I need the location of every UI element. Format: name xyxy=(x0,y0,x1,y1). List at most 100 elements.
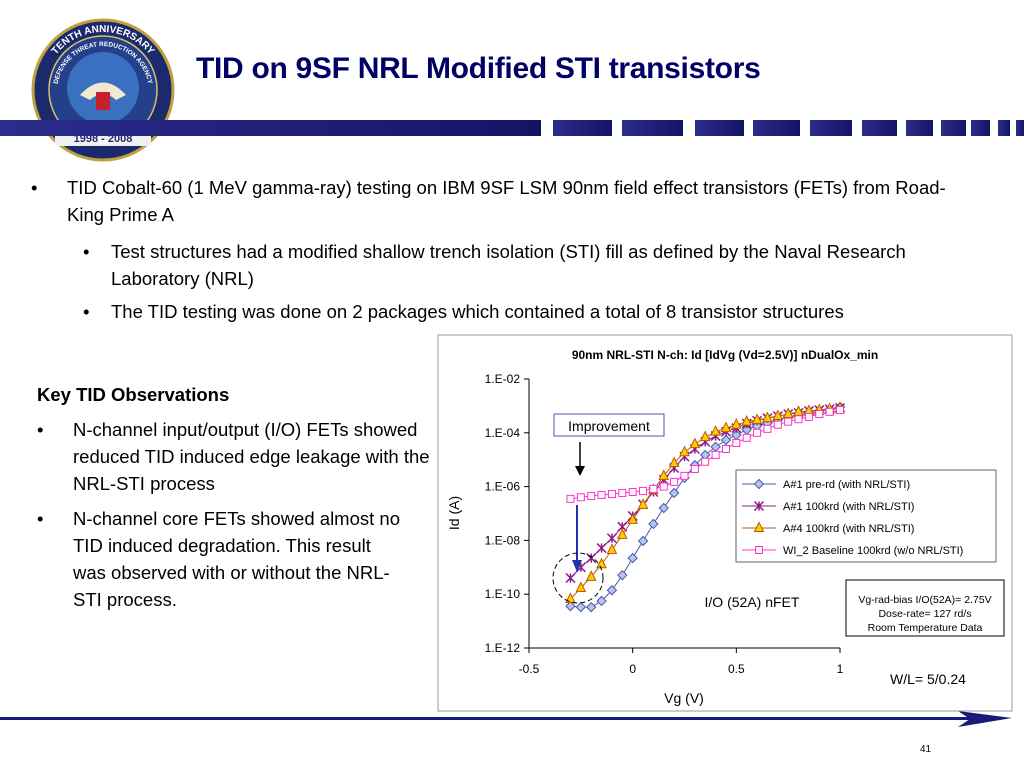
marker xyxy=(711,450,720,459)
marker xyxy=(784,417,793,426)
marker xyxy=(587,491,596,500)
legend-label: WI_2 Baseline 100krd (w/o NRL/STI) xyxy=(783,545,963,557)
marker xyxy=(627,513,638,524)
marker xyxy=(782,407,794,418)
x-tick-label: 0.5 xyxy=(728,662,745,676)
footer-rule xyxy=(0,711,1012,727)
observation: N-channel input/output (I/O) FETs showed… xyxy=(37,416,433,497)
legend-marker xyxy=(753,521,765,532)
marker xyxy=(699,430,711,442)
marker xyxy=(606,585,618,596)
marker xyxy=(753,428,762,437)
marker xyxy=(618,488,627,497)
marker xyxy=(701,457,710,466)
highlight-circle xyxy=(552,552,604,604)
marker xyxy=(639,486,648,495)
marker xyxy=(804,412,813,421)
marker xyxy=(670,477,679,486)
marker xyxy=(772,409,784,421)
y-tick-label: 1.E-08 xyxy=(485,533,521,547)
marker xyxy=(596,557,607,569)
y-tick-label: 1.E-04 xyxy=(485,426,521,440)
marker xyxy=(658,469,670,480)
observations-heading: Key TID Observations xyxy=(37,384,230,405)
marker xyxy=(721,444,730,453)
legend-label: A#1 pre-rd (with NRL/STI) xyxy=(783,479,910,491)
marker xyxy=(732,438,741,447)
marker xyxy=(627,552,638,564)
marker xyxy=(690,465,699,474)
info-text: Room Temperature Data xyxy=(868,622,983,634)
marker xyxy=(628,487,637,496)
arrow-head xyxy=(575,466,585,476)
marker xyxy=(762,411,773,423)
marker xyxy=(720,421,732,433)
x-tick-label: 1 xyxy=(837,662,844,676)
marker xyxy=(596,595,607,607)
marker xyxy=(668,456,680,468)
marker xyxy=(742,433,751,442)
marker xyxy=(606,533,617,544)
marker xyxy=(720,434,732,446)
marker xyxy=(751,413,763,424)
marker xyxy=(585,570,597,581)
marker xyxy=(658,502,669,514)
marker xyxy=(648,518,659,530)
marker xyxy=(689,437,701,449)
annotation-box xyxy=(553,413,665,437)
marker xyxy=(815,409,824,418)
bullet: TID Cobalt-60 (1 MeV gamma-ray) testing … xyxy=(31,174,967,228)
y-tick-label: 1.E-10 xyxy=(485,587,521,601)
marker xyxy=(731,418,742,429)
marker xyxy=(617,569,628,581)
sub-bullet: Test structures had a modified shallow t… xyxy=(83,238,951,292)
legend-label: A#4 100krd (with NRL/STI) xyxy=(783,523,914,535)
x-tick-label: 0 xyxy=(629,662,636,676)
marker xyxy=(773,420,782,429)
header-bar xyxy=(0,120,1024,136)
marker xyxy=(606,543,618,554)
slide-title: TID on 9SF NRL Modified STI transistors xyxy=(196,52,761,85)
x-axis-label: Vg (V) xyxy=(664,690,704,706)
marker xyxy=(565,600,576,612)
marker xyxy=(565,592,576,604)
info-box xyxy=(845,579,1005,637)
arrow-head xyxy=(572,560,582,572)
marker xyxy=(597,490,606,499)
y-tick-label: 1.E-06 xyxy=(485,480,521,494)
annotation: I/O (52A) nFET xyxy=(705,594,800,610)
legend-marker xyxy=(753,500,765,512)
legend-marker xyxy=(755,546,763,554)
marker xyxy=(637,498,649,509)
marker xyxy=(565,572,576,584)
marker xyxy=(659,482,668,491)
y-tick-label: 1.E-12 xyxy=(485,641,521,655)
y-axis-label: Id (A) xyxy=(446,496,462,530)
x-tick-label: -0.5 xyxy=(519,662,540,676)
info-text: Vg-rad-bias I/O(52A)= 2.75V xyxy=(858,594,991,606)
marker xyxy=(585,601,597,613)
logo: TENTH ANNIVERSARY DEFENSE THREAT REDUCTI… xyxy=(31,18,175,162)
chart: 90nm NRL-STI N-ch: Id [IdVg (Vd=2.5V)] n… xyxy=(446,348,1005,706)
sub-bullet: The TID testing was done on 2 packages w… xyxy=(83,298,951,325)
legend-frame xyxy=(735,469,997,563)
legend-label: A#1 100krd (with NRL/STI) xyxy=(783,501,914,513)
legend-marker xyxy=(753,478,765,490)
marker xyxy=(575,581,587,593)
marker xyxy=(825,407,834,416)
info-text: Dose-rate= 127 rd/s xyxy=(878,608,971,620)
marker xyxy=(679,445,690,457)
marker xyxy=(763,424,772,433)
marker xyxy=(576,493,585,502)
chart-title: 90nm NRL-STI N-ch: Id [IdVg (Vd=2.5V)] n… xyxy=(572,348,878,362)
marker xyxy=(710,425,721,436)
marker xyxy=(607,490,616,499)
marker xyxy=(616,528,628,539)
marker xyxy=(586,553,597,564)
marker xyxy=(668,487,680,499)
observation: N-channel core FETs showed almost no TID… xyxy=(37,505,408,613)
annotation: Improvement xyxy=(568,418,650,434)
marker xyxy=(794,415,803,424)
